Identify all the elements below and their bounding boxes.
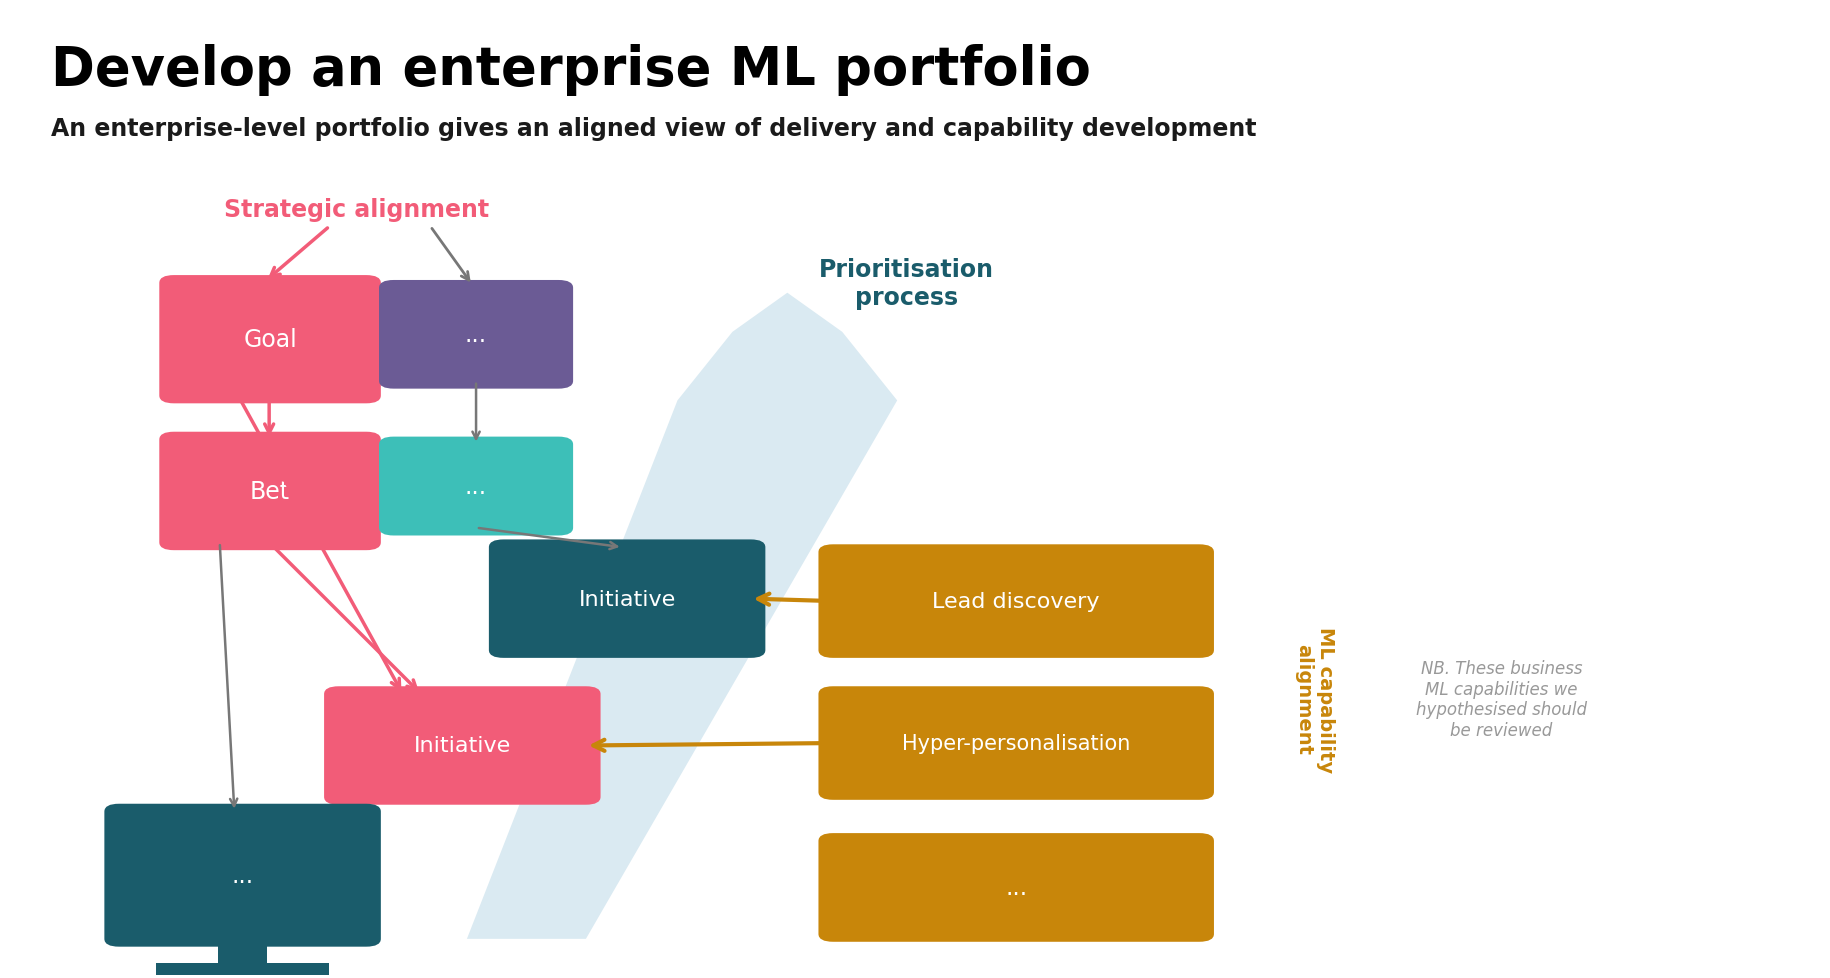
Text: Hyper-personalisation: Hyper-personalisation [902,734,1129,753]
Text: Bet: Bet [251,479,289,504]
Text: Develop an enterprise ML portfolio: Develop an enterprise ML portfolio [51,44,1091,96]
FancyBboxPatch shape [324,687,600,805]
FancyBboxPatch shape [218,939,267,963]
FancyBboxPatch shape [379,437,573,536]
Text: Prioritisation
process: Prioritisation process [818,258,994,309]
Text: ...: ... [465,323,487,347]
Text: Goal: Goal [243,328,296,352]
Text: An enterprise-level portfolio gives an aligned view of delivery and capability d: An enterprise-level portfolio gives an a… [51,117,1255,142]
Text: ...: ... [1005,875,1027,900]
Text: NB. These business
ML capabilities we
hypothesised should
be reviewed: NB. These business ML capabilities we hy… [1415,659,1587,739]
Text: ML capability
alignment: ML capability alignment [1294,626,1334,773]
FancyBboxPatch shape [818,545,1213,658]
Text: ...: ... [465,474,487,499]
FancyBboxPatch shape [818,687,1213,800]
FancyBboxPatch shape [104,804,381,947]
FancyBboxPatch shape [818,833,1213,942]
Text: Initiative: Initiative [578,589,675,609]
Text: Initiative: Initiative [414,735,511,756]
Text: Lead discovery: Lead discovery [931,592,1100,611]
FancyBboxPatch shape [379,281,573,389]
FancyBboxPatch shape [159,432,381,551]
FancyBboxPatch shape [489,540,765,658]
Polygon shape [467,293,897,939]
FancyBboxPatch shape [159,276,381,404]
Text: Strategic alignment: Strategic alignment [225,199,489,222]
Text: ...: ... [231,864,254,887]
FancyBboxPatch shape [156,963,329,975]
